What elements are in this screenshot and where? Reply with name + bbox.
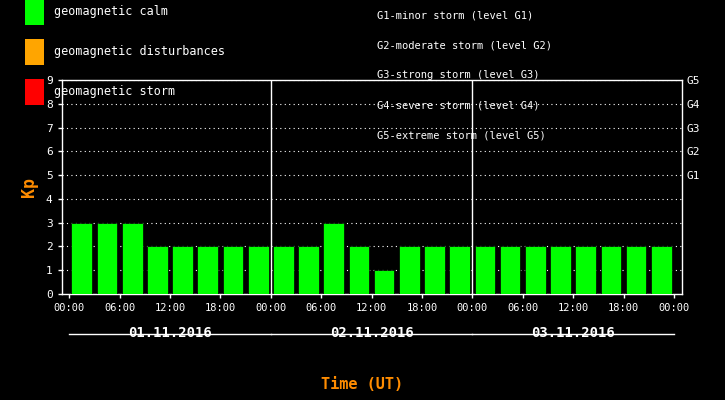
Text: geomagnetic storm: geomagnetic storm bbox=[54, 86, 175, 98]
Text: geomagnetic calm: geomagnetic calm bbox=[54, 6, 168, 18]
Text: 02.11.2016: 02.11.2016 bbox=[330, 326, 413, 340]
Text: G5-extreme storm (level G5): G5-extreme storm (level G5) bbox=[377, 130, 546, 140]
Text: G1-minor storm (level G1): G1-minor storm (level G1) bbox=[377, 10, 534, 20]
Bar bbox=[399, 246, 420, 294]
Y-axis label: Kp: Kp bbox=[20, 177, 38, 197]
Bar bbox=[323, 223, 344, 294]
Text: G2-moderate storm (level G2): G2-moderate storm (level G2) bbox=[377, 40, 552, 50]
Bar bbox=[374, 270, 394, 294]
Bar bbox=[273, 246, 294, 294]
Bar bbox=[96, 223, 117, 294]
Bar bbox=[424, 246, 445, 294]
Bar bbox=[651, 246, 671, 294]
Bar bbox=[248, 246, 268, 294]
Bar bbox=[525, 246, 546, 294]
Bar bbox=[349, 246, 369, 294]
Text: 01.11.2016: 01.11.2016 bbox=[128, 326, 212, 340]
Bar bbox=[197, 246, 218, 294]
Text: Time (UT): Time (UT) bbox=[321, 377, 404, 392]
Bar bbox=[600, 246, 621, 294]
Bar bbox=[550, 246, 571, 294]
Bar bbox=[223, 246, 244, 294]
Text: 03.11.2016: 03.11.2016 bbox=[531, 326, 615, 340]
Text: G3-strong storm (level G3): G3-strong storm (level G3) bbox=[377, 70, 539, 80]
Bar bbox=[147, 246, 167, 294]
Bar bbox=[122, 223, 143, 294]
Bar bbox=[576, 246, 596, 294]
Bar bbox=[72, 223, 92, 294]
Bar bbox=[298, 246, 319, 294]
Bar bbox=[500, 246, 521, 294]
Bar bbox=[626, 246, 647, 294]
Text: geomagnetic disturbances: geomagnetic disturbances bbox=[54, 46, 225, 58]
Bar bbox=[173, 246, 193, 294]
Bar bbox=[450, 246, 470, 294]
Text: G4-severe storm (level G4): G4-severe storm (level G4) bbox=[377, 100, 539, 110]
Bar bbox=[475, 246, 495, 294]
